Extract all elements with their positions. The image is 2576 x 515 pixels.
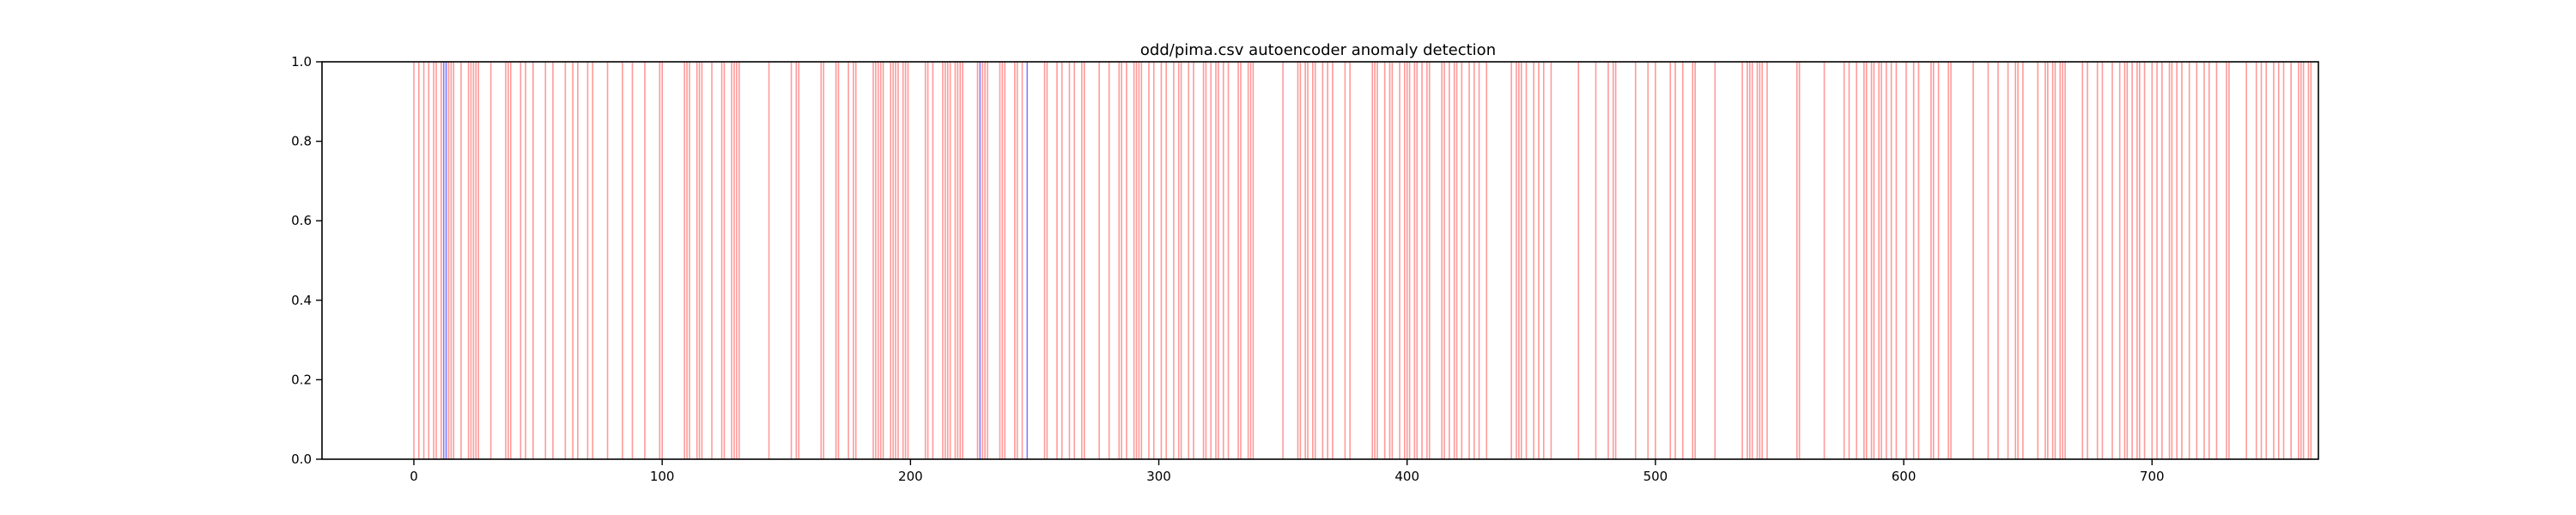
x-tick-label: 700 <box>2140 469 2165 484</box>
detected-anomaly-series <box>442 62 1029 459</box>
plot-area-frame <box>321 61 2319 460</box>
y-tick-label: 0.0 <box>291 451 312 467</box>
chart-title: odd/pima.csv autoencoder anomaly detecti… <box>1140 41 1496 59</box>
x-tick-label: 300 <box>1146 469 1171 484</box>
x-axis: 0 100 200 300 400 500 600 700 <box>410 459 2165 484</box>
x-tick-label: 200 <box>898 469 923 484</box>
x-tick-label: 0 <box>410 469 418 484</box>
x-tick-label: 500 <box>1643 469 1668 484</box>
y-tick-label: 0.6 <box>291 213 312 228</box>
true-anomaly-series <box>413 62 2312 459</box>
x-tick-label: 100 <box>650 469 675 484</box>
y-tick-label: 0.4 <box>291 293 312 308</box>
y-tick-label: 0.2 <box>291 372 312 387</box>
y-tick-label: 1.0 <box>291 54 312 70</box>
y-tick-label: 0.8 <box>291 134 312 149</box>
y-axis: 0.0 0.2 0.4 0.6 0.8 1.0 <box>291 54 322 467</box>
x-tick-label: 400 <box>1394 469 1419 484</box>
x-tick-label: 600 <box>1892 469 1917 484</box>
